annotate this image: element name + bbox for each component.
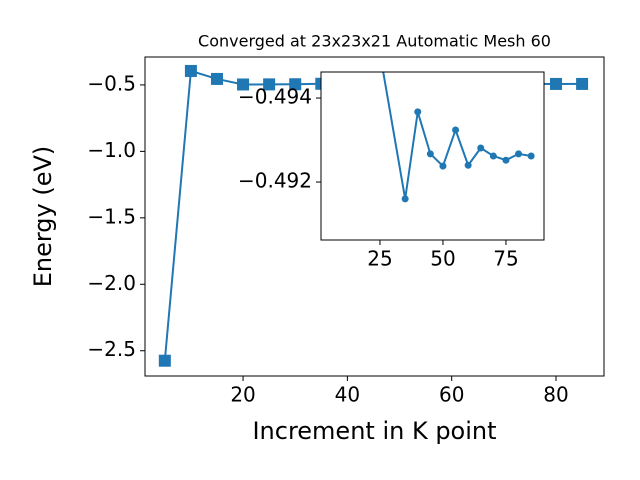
marker	[464, 161, 472, 169]
marker	[502, 156, 510, 164]
y-axis-label: Energy (eV)	[29, 146, 57, 288]
x-tick-label: 80	[543, 383, 568, 407]
chart-title: Converged at 23x23x21 Automatic Mesh 60	[198, 32, 551, 51]
marker	[289, 78, 302, 91]
marker	[576, 77, 589, 90]
y-tick-label: −0.494	[238, 85, 312, 109]
x-axis-label: Increment in K point	[252, 417, 496, 445]
x-tick-label: 25	[367, 247, 392, 271]
marker	[426, 150, 434, 158]
marker	[263, 78, 276, 91]
y-tick-label: −0.5	[87, 71, 136, 95]
marker	[550, 77, 563, 90]
marker	[515, 150, 523, 158]
marker	[237, 78, 250, 91]
marker	[158, 354, 171, 367]
series	[382, 72, 535, 203]
x-tick-label: 60	[439, 383, 464, 407]
y-tick-label: −2.0	[87, 271, 136, 295]
marker	[414, 108, 422, 116]
x-tick-label: 75	[493, 247, 518, 271]
y-tick-label: −2.5	[87, 337, 136, 361]
marker	[439, 162, 447, 170]
marker	[527, 152, 535, 160]
marker	[452, 126, 460, 134]
y-tick-label: −1.0	[87, 138, 136, 162]
axes-frame	[144, 56, 605, 377]
axes-frame	[320, 71, 545, 241]
marker	[489, 152, 497, 160]
marker	[401, 195, 409, 203]
inset-plot: 25 50 75 −0.494 −0.492	[238, 71, 545, 271]
x-tick-label: 50	[430, 247, 455, 271]
y-tick-label: −0.492	[238, 169, 312, 193]
marker	[477, 144, 485, 152]
marker	[210, 72, 223, 85]
x-tick-label: 20	[230, 383, 255, 407]
y-tick-label: −1.5	[87, 204, 136, 228]
x-tick-label: 40	[335, 383, 360, 407]
marker	[184, 64, 197, 77]
